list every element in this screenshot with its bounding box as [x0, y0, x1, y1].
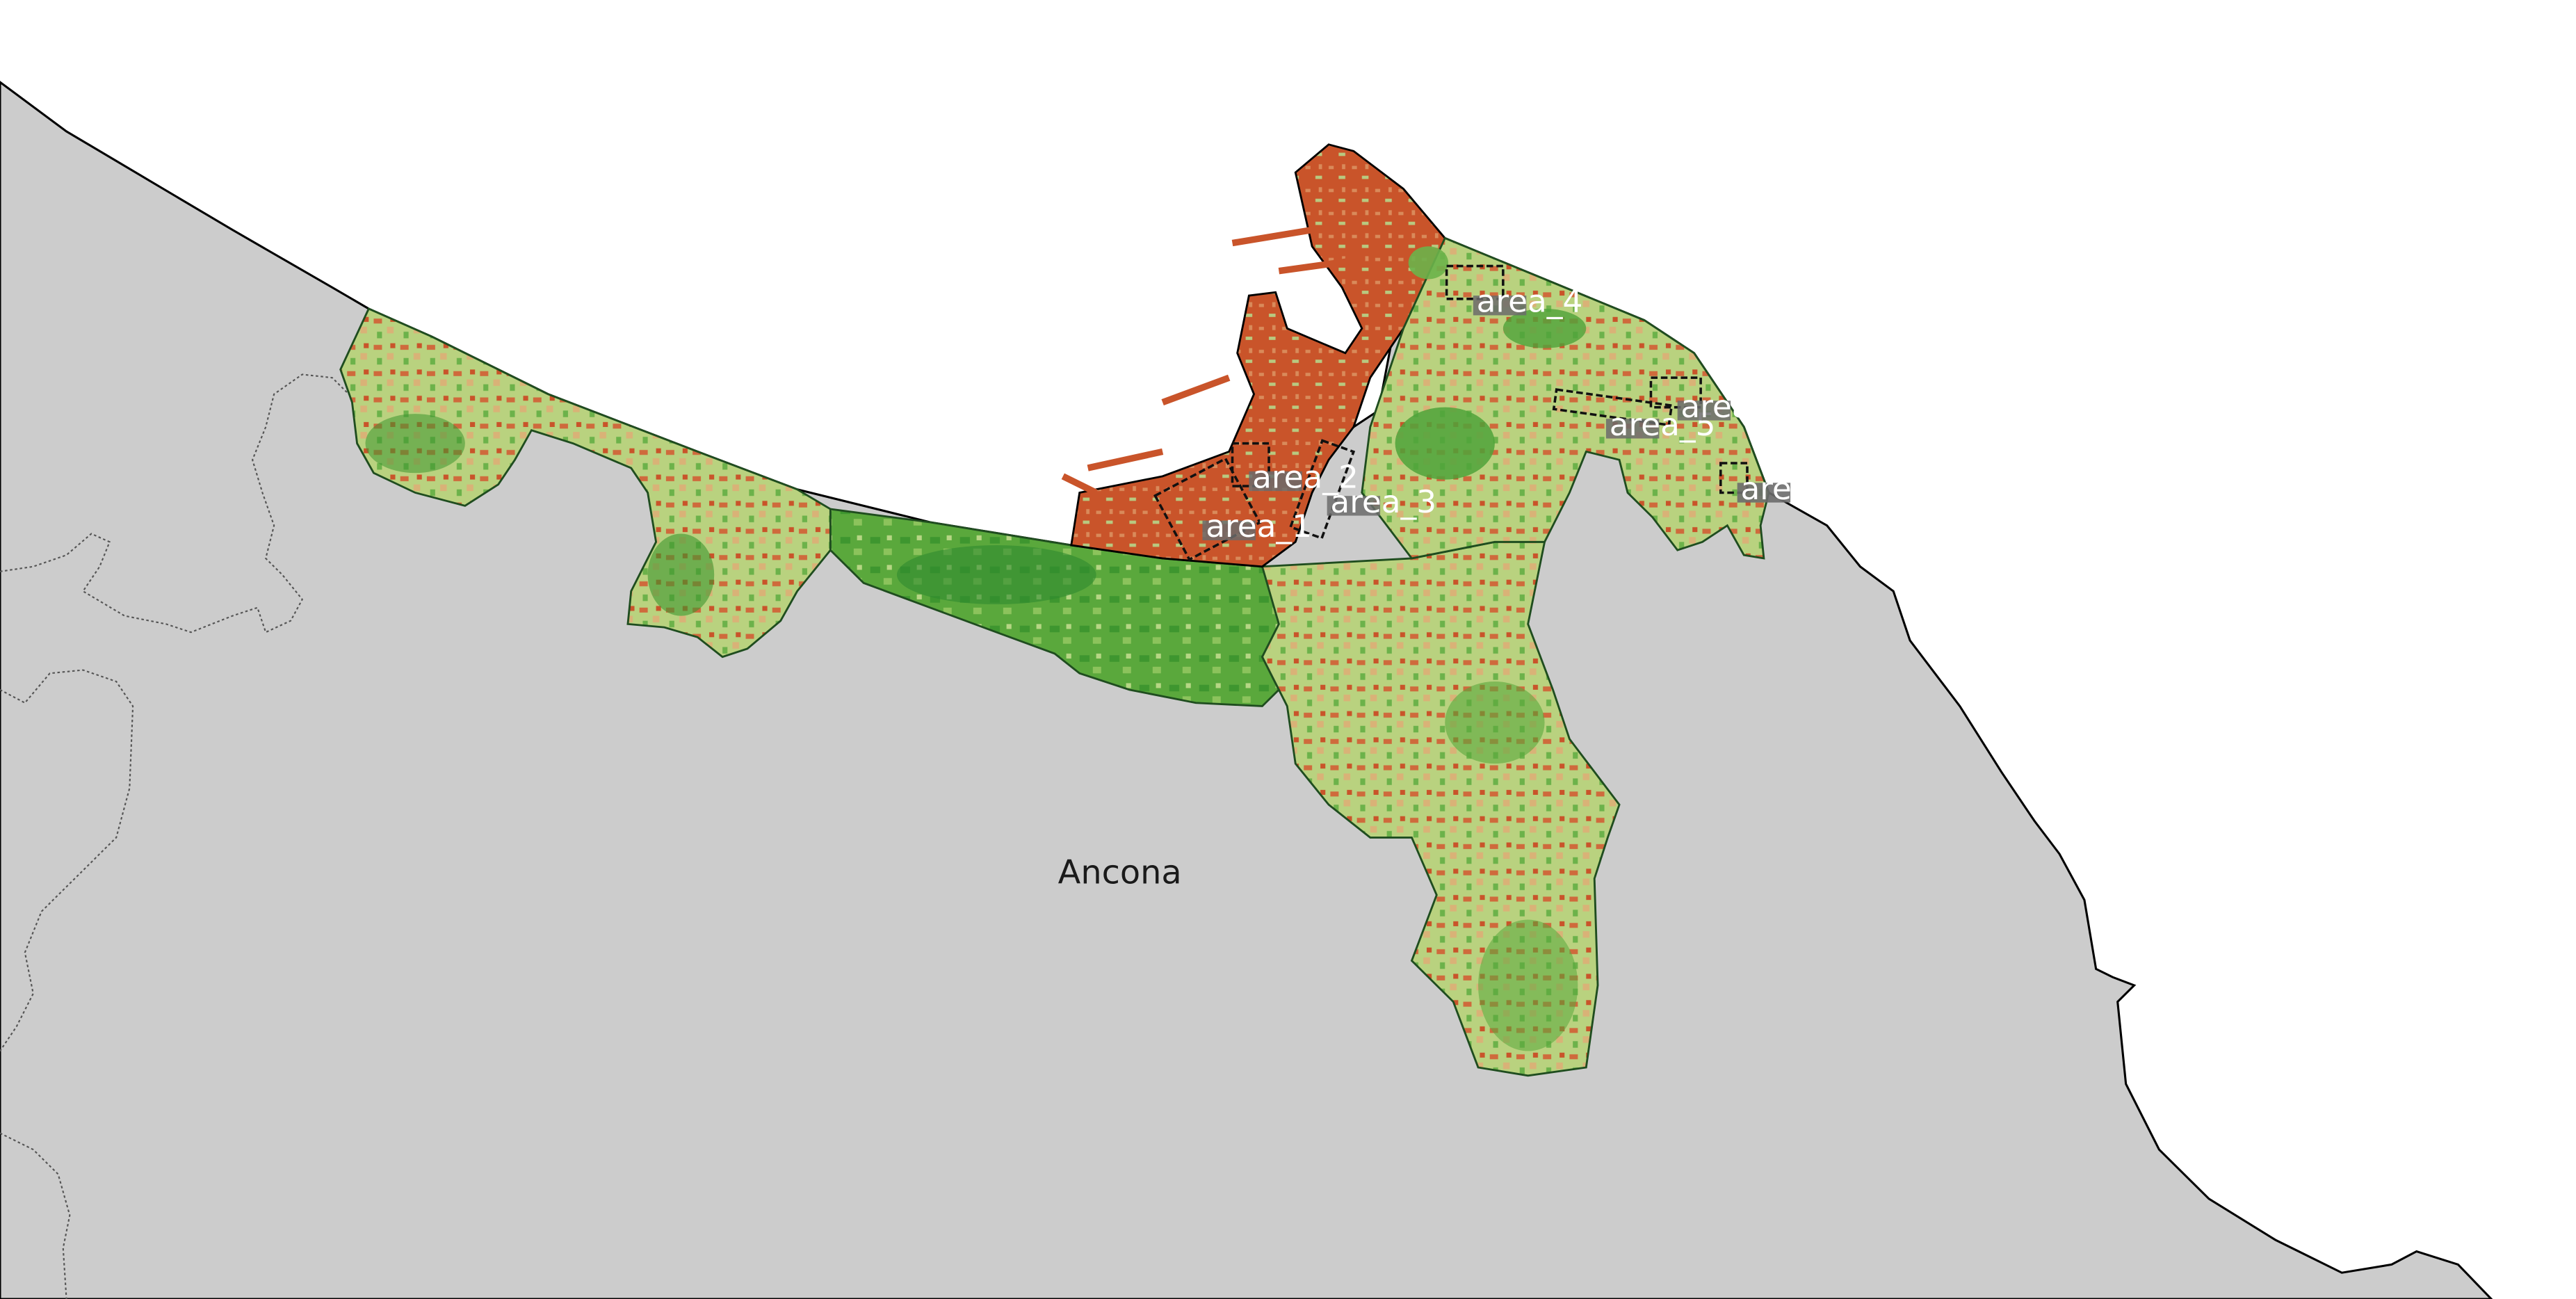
- label-background: [1473, 296, 1527, 316]
- label-text: area_1: [1206, 508, 1312, 544]
- label-background: [1737, 483, 1791, 503]
- label-text: area_6: [1680, 388, 1787, 425]
- area-label-4: area_4: [1473, 283, 1583, 320]
- eastern-district: [1361, 236, 1770, 560]
- green-patch: [1445, 681, 1545, 764]
- label-text: area_7: [1740, 470, 1847, 507]
- urban-core: [1070, 143, 1446, 568]
- area-label-2: area_2: [1249, 459, 1359, 496]
- study-area-7[interactable]: [1719, 462, 1749, 494]
- admin-boundary-southwest: [0, 669, 134, 1051]
- area-label-7: area_7: [1737, 470, 1847, 507]
- admin-boundary-west: [0, 373, 350, 634]
- label-background: [1605, 419, 1660, 439]
- area-label-6: area_6: [1677, 388, 1787, 425]
- municipality-label: Ancona: [1058, 854, 1182, 892]
- label-background: [1202, 520, 1256, 540]
- label-text: area_2: [1252, 459, 1359, 496]
- green-patch: [1502, 308, 1587, 348]
- green-patch: [1408, 246, 1449, 280]
- study-area-5[interactable]: [1552, 388, 1674, 427]
- green-patch: [365, 414, 465, 474]
- green-patch: [647, 533, 715, 616]
- admin-boundary-south: [0, 1132, 71, 1299]
- green-patch: [1395, 407, 1495, 480]
- green-patch: [1478, 919, 1578, 1051]
- area-label-1: area_1: [1202, 508, 1312, 544]
- label-background: [1677, 401, 1731, 421]
- study-area-6[interactable]: [1649, 376, 1702, 409]
- port-piers: [1061, 226, 1363, 496]
- label-background: [1327, 496, 1381, 516]
- label-text: area_3: [1330, 483, 1436, 520]
- area-label-3: area_3: [1327, 483, 1436, 520]
- green-patch: [896, 545, 1096, 605]
- study-area-3[interactable]: [1288, 439, 1356, 540]
- label-background: [1249, 471, 1302, 492]
- study-area-4[interactable]: [1445, 264, 1505, 300]
- label-text: area_4: [1477, 283, 1583, 320]
